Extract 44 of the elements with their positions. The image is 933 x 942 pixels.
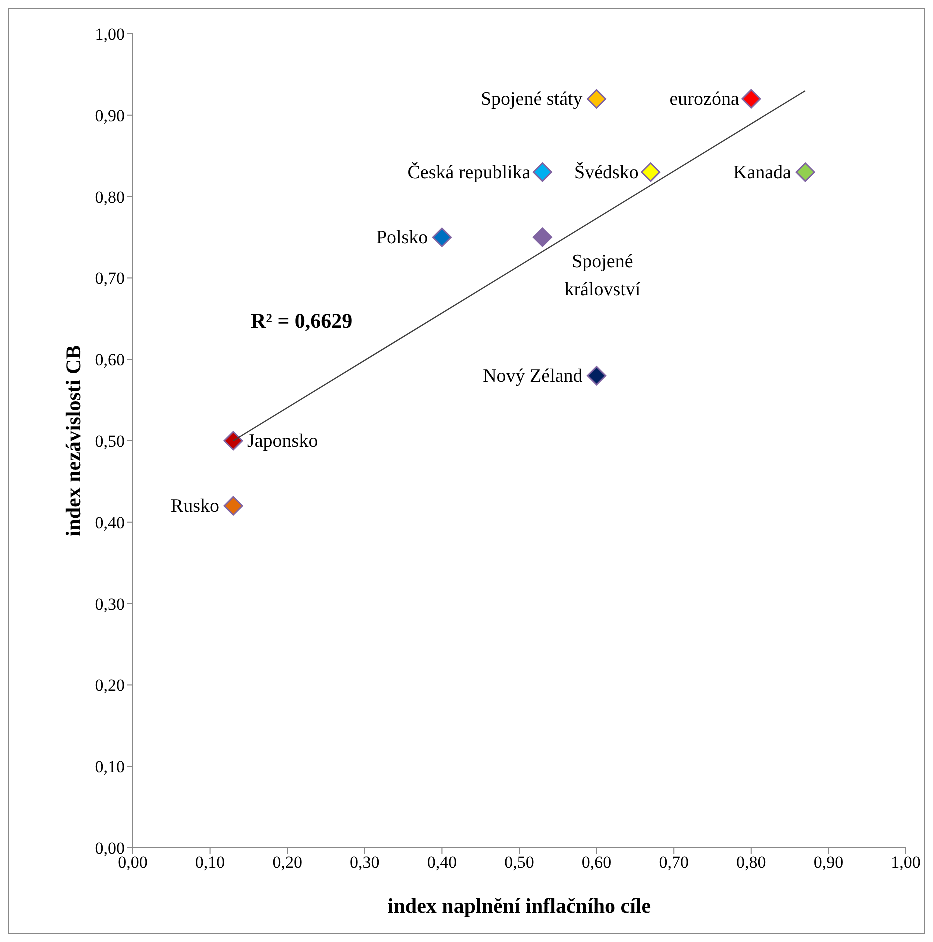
x-tick-label: 0,00 [118, 853, 148, 872]
point [532, 228, 552, 248]
y-tick-label: 0,80 [95, 188, 125, 207]
series-label: Spojené království [564, 252, 642, 300]
x-tick-label: 0,60 [582, 853, 612, 872]
y-tick-label: 0,20 [95, 676, 125, 696]
x-tick-label: 0,90 [814, 853, 844, 872]
point [532, 162, 552, 182]
x-tick-label: 0,10 [195, 853, 226, 872]
x-tick-label: 0,80 [736, 853, 766, 872]
series-label: Rusko [170, 496, 220, 518]
point [224, 431, 244, 451]
x-tick-label: 0,20 [272, 853, 302, 872]
x-tick-label: 0,70 [659, 853, 689, 872]
series-label: Polsko [376, 228, 428, 248]
x-tick-label: 0,30 [350, 853, 380, 872]
y-tick-label: 0,30 [95, 594, 125, 614]
y-tick-label: 0,40 [95, 513, 125, 532]
series-label: Švédsko [574, 161, 639, 184]
y-tick-label: 0,60 [95, 350, 125, 370]
x-tick-label: 0,40 [427, 853, 458, 872]
point [432, 228, 452, 248]
series-label: Kanada [733, 162, 792, 184]
point [742, 89, 762, 109]
annotation: R² = 0,6629 [251, 309, 353, 334]
y-tick-label: 0,50 [95, 432, 125, 452]
series-label: eurozóna [670, 89, 740, 110]
series-label: Japonsko [247, 431, 318, 452]
y-axis-title: index nezávislosti CB [61, 345, 86, 537]
x-tick-label: 1,00 [891, 853, 921, 872]
y-tick-label: 0,70 [95, 269, 125, 288]
y-tick-label: 0,10 [95, 758, 125, 777]
series-label: Česká republika [408, 161, 532, 184]
point [224, 496, 244, 516]
point [587, 89, 607, 109]
y-tick-label: 0,90 [95, 106, 125, 126]
point [587, 366, 607, 386]
x-axis-title: index naplnění inflačního cíle [388, 894, 652, 918]
point [641, 162, 661, 182]
point [796, 162, 816, 182]
series-label: Spojené státy [480, 89, 584, 110]
y-tick-label: 1,00 [95, 25, 125, 44]
series-label: Nový Zéland [483, 366, 584, 387]
x-tick-label: 0,50 [504, 853, 534, 872]
